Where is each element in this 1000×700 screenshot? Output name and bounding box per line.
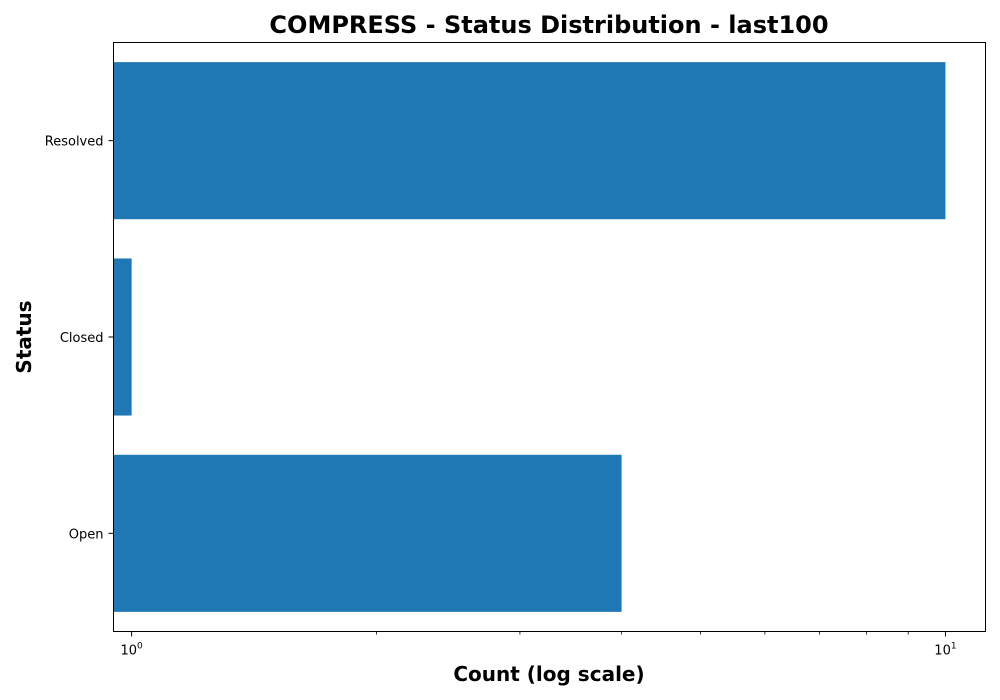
y-tick-label-closed: Closed xyxy=(60,331,104,346)
bars-group xyxy=(113,62,946,612)
bar-resolved xyxy=(113,62,946,220)
y-axis-label: Status xyxy=(12,300,36,373)
y-tick-label-resolved: Resolved xyxy=(45,135,104,150)
x-tick-label: 100 xyxy=(120,642,143,659)
y-ticks-group: Resolved Closed Open xyxy=(45,135,114,542)
bar-closed xyxy=(113,258,132,416)
chart-title: COMPRESS - Status Distribution - last100 xyxy=(269,11,828,39)
bar-open xyxy=(113,454,622,612)
y-tick-label-open: Open xyxy=(69,527,104,542)
x-tick-label: 101 xyxy=(934,642,956,659)
plot-frame xyxy=(113,42,986,632)
x-ticks-group: 100 101 xyxy=(120,631,957,659)
x-axis-label: Count (log scale) xyxy=(453,662,644,686)
